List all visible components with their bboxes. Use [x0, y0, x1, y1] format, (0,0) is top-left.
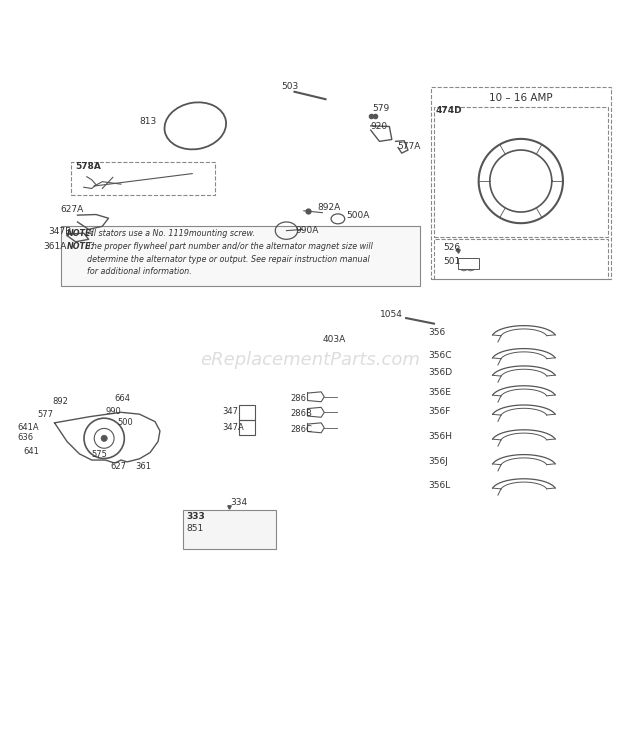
Text: 813: 813: [139, 117, 156, 126]
Text: 579: 579: [372, 104, 389, 113]
Text: 627A: 627A: [61, 205, 84, 214]
Text: 361A: 361A: [43, 243, 67, 251]
Text: 286B: 286B: [290, 409, 312, 418]
Text: 361: 361: [135, 462, 151, 472]
Text: 347: 347: [222, 407, 238, 416]
Text: 990A: 990A: [295, 226, 319, 235]
Bar: [61, 225, 420, 286]
Text: 356D: 356D: [428, 368, 452, 377]
Text: 333: 333: [186, 512, 205, 521]
Text: 526: 526: [443, 243, 461, 252]
Text: 577: 577: [37, 410, 53, 419]
Text: 636: 636: [17, 432, 33, 442]
Bar: [434, 106, 608, 237]
Text: 356H: 356H: [428, 432, 452, 441]
Text: NOTE:: NOTE:: [67, 243, 95, 251]
Text: 575: 575: [92, 450, 108, 459]
Text: 578A: 578A: [76, 161, 102, 170]
Text: for additional information.: for additional information.: [87, 267, 192, 276]
Text: The proper flywheel part number and/or the alternator magnet size will: The proper flywheel part number and/or t…: [87, 243, 373, 251]
Text: All stators use a No. 1119mounting screw.: All stators use a No. 1119mounting screw…: [87, 228, 256, 237]
Text: 347A: 347A: [222, 423, 244, 432]
Text: 334: 334: [231, 498, 248, 507]
Text: 356C: 356C: [428, 350, 451, 360]
Text: NOTE:: NOTE:: [67, 228, 95, 237]
Text: 356: 356: [428, 328, 445, 337]
Text: 664: 664: [115, 394, 131, 403]
Text: 356J: 356J: [428, 457, 448, 466]
Text: 641: 641: [24, 447, 40, 456]
Text: 627: 627: [110, 462, 126, 472]
Text: determine the alternator type or output. See repair instruction manual: determine the alternator type or output.…: [87, 254, 370, 263]
Text: 892: 892: [53, 397, 69, 406]
Text: 920: 920: [371, 122, 388, 131]
Text: 474D: 474D: [436, 106, 463, 115]
Text: 347B: 347B: [48, 228, 72, 237]
Text: 356L: 356L: [428, 481, 450, 490]
Text: 356F: 356F: [428, 407, 450, 416]
Text: 286C: 286C: [290, 425, 312, 434]
Text: 500A: 500A: [346, 211, 370, 220]
Bar: [431, 87, 611, 279]
Bar: [434, 239, 608, 279]
Text: 501: 501: [443, 257, 461, 266]
Text: 500: 500: [118, 418, 133, 427]
Text: eReplacementParts.com: eReplacementParts.com: [200, 350, 420, 368]
Text: 286: 286: [290, 394, 306, 403]
Text: 10 – 16 AMP: 10 – 16 AMP: [489, 93, 552, 103]
Text: 990: 990: [105, 406, 121, 416]
Text: 356E: 356E: [428, 388, 451, 397]
Text: 641A: 641A: [17, 423, 39, 432]
Bar: [183, 510, 276, 549]
Text: 1054: 1054: [380, 310, 403, 319]
Text: 851: 851: [186, 524, 203, 533]
Text: 577A: 577A: [397, 142, 420, 151]
Text: 503: 503: [281, 83, 299, 92]
Ellipse shape: [101, 435, 107, 441]
Text: 892A: 892A: [317, 202, 341, 211]
Text: 403A: 403A: [322, 336, 346, 344]
